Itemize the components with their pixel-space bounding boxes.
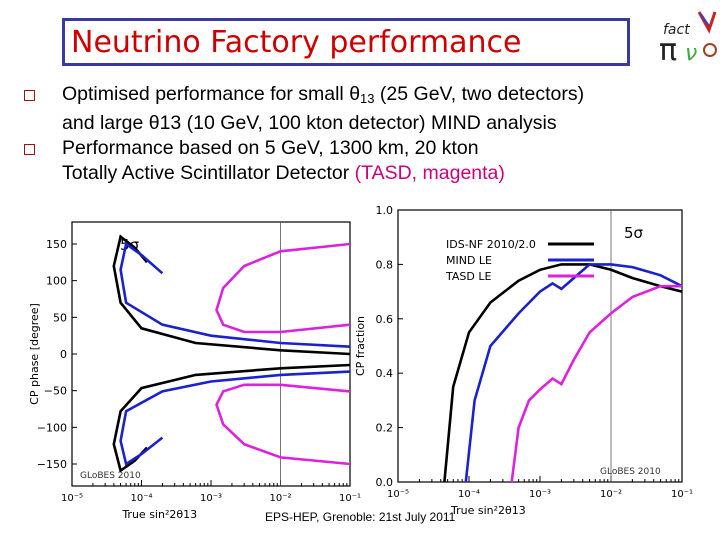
x-tick-label: 10⁻³ (529, 489, 551, 500)
y-axis-label: CP phase [degree] (28, 303, 41, 405)
y-tick-label: 150 (46, 238, 67, 251)
y-tick-label: −100 (37, 421, 67, 434)
series-line-lower-ids-nf-2010-2-0 (112, 363, 351, 473)
x-tick-label: 10⁻¹ (339, 493, 361, 504)
bullet-1: Optimised performance for small θ13 (25 … (24, 82, 714, 136)
series-line-mind-le (464, 263, 683, 483)
x-tick-label: 10⁻² (269, 493, 291, 504)
x-tick-label: 10⁻⁴ (130, 493, 152, 504)
cp-fraction-chart: 0.0 0.2 0.4 0.6 0.8 1.0 10⁻⁵ 10⁻⁴ 10⁻³ 10⁻² 10⁻¹ CP… (354, 204, 693, 517)
x-tick-label: 10⁻³ (200, 493, 222, 504)
x-tick-label: 10⁻⁴ (458, 489, 480, 500)
bullet-box-icon (24, 90, 35, 101)
y-tick-label: 0.8 (376, 258, 394, 271)
series-line-mind-le (119, 241, 351, 348)
legend-label: TASD LE (445, 270, 491, 283)
series-line-lower-mind-le (119, 370, 351, 467)
y-axis-label: CP fraction (354, 316, 367, 376)
series-line-tasd-le (510, 284, 682, 483)
y-tick-label: 50 (53, 311, 67, 324)
cp-phase-chart: 150 100 50 0 −50 −100 −150 10⁻⁵ 10⁻⁴ 10⁻³ 10⁻² 10⁻¹… (28, 221, 361, 521)
globes-watermark: GLoBES 2010 (600, 467, 661, 477)
legend-label: MIND LE (446, 254, 492, 267)
series-line-ids-nf-2010-2-0 (443, 263, 683, 483)
fact-logo-icon: fact π ν (659, 11, 717, 64)
title-box: Neutrino Factory performance (62, 18, 630, 66)
series-line-ids-nf-2010-2-0 (112, 234, 351, 356)
y-tick-label: −50 (44, 385, 67, 398)
bullet-box-icon (24, 144, 35, 155)
globes-watermark: GLoBES 2010 (80, 471, 141, 481)
bullet-2: Performance based on 5 GeV, 1300 km, 20 … (24, 136, 714, 186)
logo-text: fact (663, 22, 690, 38)
y-tick-label: 0.6 (376, 313, 394, 326)
footer-text: EPS-HEP, Grenoble: 21st July 2011 (265, 510, 456, 524)
y-tick-label: 0.0 (376, 476, 394, 489)
slide-title: Neutrino Factory performance (71, 25, 522, 60)
x-tick-label: 10⁻² (600, 489, 622, 500)
bullet-list: Optimised performance for small θ13 (25 … (24, 82, 714, 186)
y-tick-label: −150 (37, 458, 67, 471)
x-axis-label: True sin²2θ13 (121, 508, 197, 521)
series-line-lower-tasd-le (215, 383, 351, 466)
legend-label: IDS-NF 2010/2.0 (446, 238, 536, 251)
bullet-1-line-2: and large θ13 (10 GeV, 100 kton detector… (62, 112, 557, 134)
x-tick-label: 10⁻¹ (671, 489, 693, 500)
y-tick-label: 0.2 (376, 422, 394, 435)
svg-text:π: π (659, 33, 677, 64)
x-tick-label: 10⁻⁵ (61, 493, 83, 504)
y-tick-label: 0 (60, 348, 67, 361)
sigma-annotation: 5σ (624, 224, 644, 242)
series-line-tasd-le (215, 242, 351, 334)
x-axis-label: True sin²2θ13 (450, 504, 526, 517)
y-tick-label: 1.0 (376, 204, 394, 217)
svg-text:ν: ν (685, 41, 697, 64)
x-tick-label: 10⁻⁵ (387, 489, 409, 500)
y-tick-label: 100 (46, 275, 67, 288)
y-tick-label: 0.4 (376, 367, 394, 380)
plot-frame (397, 209, 683, 483)
